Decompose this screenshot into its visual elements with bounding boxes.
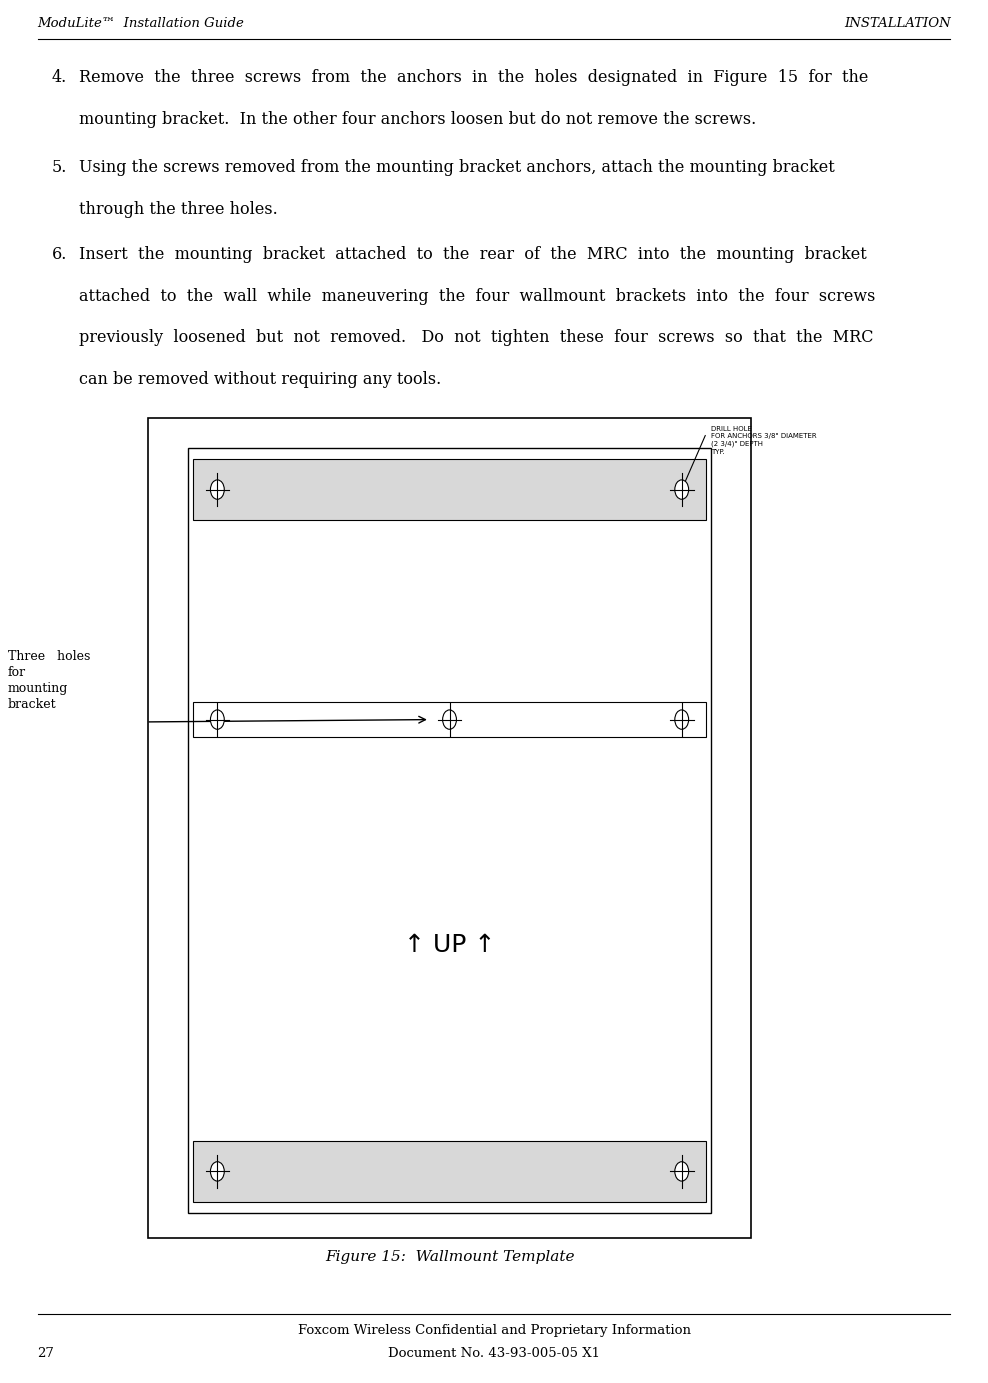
Bar	[188, 448, 711, 1213]
Text: ModuLite™  Installation Guide: ModuLite™ Installation Guide	[38, 17, 244, 29]
Circle shape	[443, 709, 456, 729]
Text: ↑ UP ↑: ↑ UP ↑	[404, 934, 495, 957]
Text: 27: 27	[38, 1347, 54, 1359]
Text: INSTALLATION: INSTALLATION	[844, 17, 950, 29]
Bar	[193, 1141, 706, 1202]
Text: Insert  the  mounting  bracket  attached  to  the  rear  of  the  MRC  into  the: Insert the mounting bracket attached to …	[79, 246, 866, 263]
Bar	[148, 418, 751, 1238]
Circle shape	[210, 480, 224, 499]
Text: previously  loosened  but  not  removed.   Do  not  tighten  these  four  screws: previously loosened but not removed. Do …	[79, 329, 873, 346]
Text: Document No. 43-93-005-05 X1: Document No. 43-93-005-05 X1	[388, 1347, 600, 1359]
Circle shape	[675, 1162, 689, 1181]
Circle shape	[210, 709, 224, 729]
Circle shape	[210, 1162, 224, 1181]
Text: Three   holes
for
mounting
bracket: Three holes for mounting bracket	[8, 650, 90, 711]
Text: attached  to  the  wall  while  maneuvering  the  four  wallmount  brackets  int: attached to the wall while maneuvering t…	[79, 288, 875, 304]
Text: 4.: 4.	[51, 69, 66, 86]
Text: Remove  the  three  screws  from  the  anchors  in  the  holes  designated  in  : Remove the three screws from the anchors…	[79, 69, 868, 86]
Circle shape	[675, 709, 689, 729]
Bar	[193, 703, 706, 737]
Text: 5.: 5.	[51, 159, 67, 176]
Text: Using the screws removed from the mounting bracket anchors, attach the mounting : Using the screws removed from the mounti…	[79, 159, 835, 176]
Bar	[193, 459, 706, 520]
Text: can be removed without requiring any tools.: can be removed without requiring any too…	[79, 371, 442, 387]
Text: mounting bracket.  In the other four anchors loosen but do not remove the screws: mounting bracket. In the other four anch…	[79, 111, 756, 127]
Text: Foxcom Wireless Confidential and Proprietary Information: Foxcom Wireless Confidential and Proprie…	[297, 1324, 691, 1336]
Text: DRILL HOLE
FOR ANCHORS 3/8" DIAMETER
(2 3/4)" DEPTH
TYP.: DRILL HOLE FOR ANCHORS 3/8" DIAMETER (2 …	[711, 426, 817, 455]
Text: through the three holes.: through the three holes.	[79, 201, 278, 217]
Text: Figure 15:  Wallmount Template: Figure 15: Wallmount Template	[325, 1250, 574, 1264]
Text: 6.: 6.	[51, 246, 67, 263]
Circle shape	[675, 480, 689, 499]
